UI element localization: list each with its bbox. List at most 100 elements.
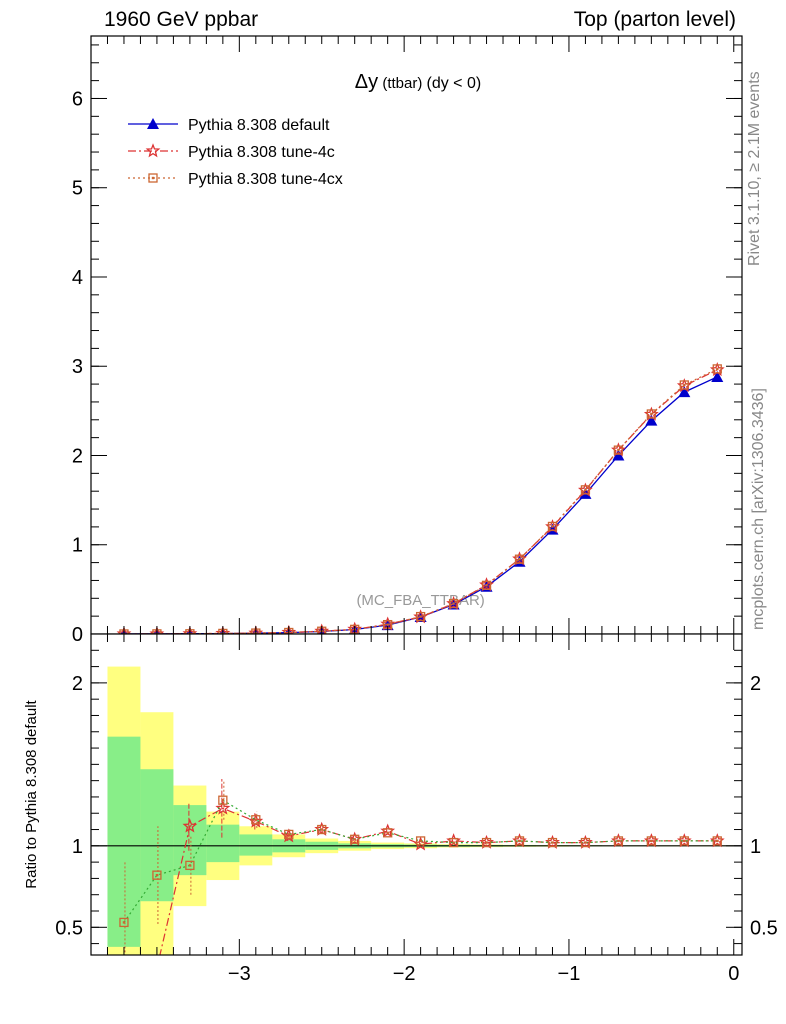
- ratio-point-1: [218, 795, 228, 805]
- ratio-point-1: [679, 836, 689, 846]
- y-tick-label: 0.5: [55, 917, 83, 939]
- ratio-point-0: [182, 818, 198, 833]
- main-point-2-dot: [518, 558, 521, 561]
- ratio-point-1-dot: [716, 839, 719, 843]
- uncertainty-band-green: [173, 805, 207, 876]
- ratio-point-1-dot: [320, 828, 323, 831]
- ratio-point-1: [284, 829, 294, 840]
- ratio-point-1: [514, 836, 525, 846]
- main-point-2-dot: [452, 602, 455, 605]
- x-tick-label: −1: [558, 963, 581, 985]
- ratio-point-1-dot: [221, 799, 225, 802]
- main-point-2-dot: [386, 623, 389, 626]
- legend-marker-0: [147, 118, 159, 129]
- main-point-2-dot: [650, 412, 653, 416]
- main-plot-area: [91, 36, 742, 634]
- ratio-point-0: [118, 978, 129, 989]
- main-point-2: [613, 445, 624, 455]
- ratio-point-1: [646, 836, 657, 846]
- ratio-point-1-dot: [287, 833, 290, 836]
- ratio-plot: 0.5 0.5 1 1 2 2 −3 −2 −1 0 Ratio to Pythia 8.308 d…: [23, 633, 778, 989]
- main-point-0: [678, 386, 691, 398]
- ratio-point-1-dot: [518, 839, 521, 843]
- legend-marker-2-dot: [151, 176, 155, 180]
- ratio-point-1: [383, 828, 393, 838]
- ratio-point-1-dot: [254, 818, 258, 821]
- y-tick-label: 4: [72, 267, 83, 289]
- ratio-point-1: [613, 836, 624, 846]
- ratio-point-1: [448, 837, 459, 848]
- y-tick-label-right: 0.5: [750, 917, 778, 939]
- header-left: 1960 GeV ppbar: [104, 8, 259, 31]
- ratio-point-1-dot: [188, 864, 192, 867]
- ratio-point-1-dot: [650, 839, 653, 843]
- main-point-2-dot: [551, 525, 554, 528]
- legend-marker-1: [145, 143, 161, 158]
- chart-title-main: Δy: [355, 71, 378, 93]
- legend-label-2: Pythia 8.308 tune-4cx: [188, 171, 343, 188]
- uncertainty-band-green: [107, 736, 141, 947]
- chart-title: Δy (ttbar) (dy < 0): [355, 71, 481, 93]
- y-tick-label: 0: [72, 624, 83, 646]
- y-tick-label: 5: [72, 178, 83, 200]
- ratio-point-0: [151, 962, 162, 973]
- ratio-point-1: [580, 837, 591, 848]
- main-point-0: [645, 414, 658, 426]
- main-point-2-dot: [584, 488, 587, 492]
- main-point-0: [612, 449, 625, 461]
- chart-title-sub: (ttbar): [378, 75, 426, 92]
- main-point-2: [415, 611, 426, 622]
- ratio-inner: [91, 666, 742, 989]
- chart-title-tail: (dy < 0): [427, 75, 482, 92]
- ratio-point-1-dot: [386, 831, 389, 834]
- main-point-2-dot: [683, 383, 686, 387]
- y-tick-label: 6: [72, 88, 83, 110]
- y-tick-label: 1: [72, 535, 83, 557]
- ratio-point-1: [119, 917, 129, 928]
- ratio-frame: [90, 633, 743, 956]
- main-point-2: [547, 521, 558, 532]
- main-point-0: [711, 370, 724, 382]
- y-tick-label: 1: [72, 836, 83, 858]
- main-point-2-dot: [419, 615, 422, 618]
- main-point-2: [448, 598, 459, 609]
- legend-label-0: Pythia 8.308 default: [188, 117, 330, 134]
- legend-marker-2: [148, 173, 158, 183]
- uncertainty-band-green: [239, 834, 273, 856]
- ratio-point-1-dot: [155, 873, 159, 877]
- y-tick-label: 2: [72, 445, 83, 467]
- ratio-point-1-dot: [353, 838, 356, 841]
- legend-label-1: Pythia 8.308 tune-4c: [188, 144, 335, 161]
- ratio-point-1-dot: [452, 841, 455, 844]
- ratio-point-1-dot: [419, 839, 422, 843]
- uncertainty-band-green: [140, 769, 174, 902]
- ratio-point-1-dot: [617, 839, 620, 843]
- ratio-point-1: [251, 815, 261, 825]
- main-point-2: [712, 364, 722, 374]
- header-right: Top (parton level): [573, 8, 736, 31]
- x-tick-label: −3: [228, 963, 251, 985]
- ratio-point-1: [415, 836, 426, 846]
- x-tick-label: 0: [728, 963, 739, 985]
- ratio-point-1-dot: [122, 921, 126, 924]
- uncertainty-band-green: [206, 824, 240, 863]
- watermark: (MC_FBA_TTBAR): [356, 592, 484, 609]
- ratio-point-1: [152, 870, 162, 880]
- ratio-point-1: [350, 834, 360, 844]
- y-tick-label-right: 2: [750, 673, 761, 695]
- ratio-point-1-dot: [485, 841, 488, 844]
- main-point-2-dot: [485, 584, 488, 587]
- main-plot: (MC_FBA_TTBAR) 0 1 2 3 4 5 6 Δy (ttbar) (dy < 0)…: [72, 35, 743, 646]
- main-point-2: [481, 580, 492, 591]
- y-tick-label-right: 1: [750, 836, 761, 858]
- ratio-point-1: [547, 837, 558, 848]
- ratio-point-0: [215, 800, 231, 815]
- x-tick-label: −2: [393, 963, 416, 985]
- main-point-2-dot: [716, 367, 719, 371]
- ratio-point-1-dot: [683, 839, 686, 843]
- ratio-point-1: [712, 836, 722, 846]
- ratio-point-1: [185, 860, 195, 871]
- main-point-2-dot: [617, 448, 620, 452]
- main-point-2: [580, 485, 591, 495]
